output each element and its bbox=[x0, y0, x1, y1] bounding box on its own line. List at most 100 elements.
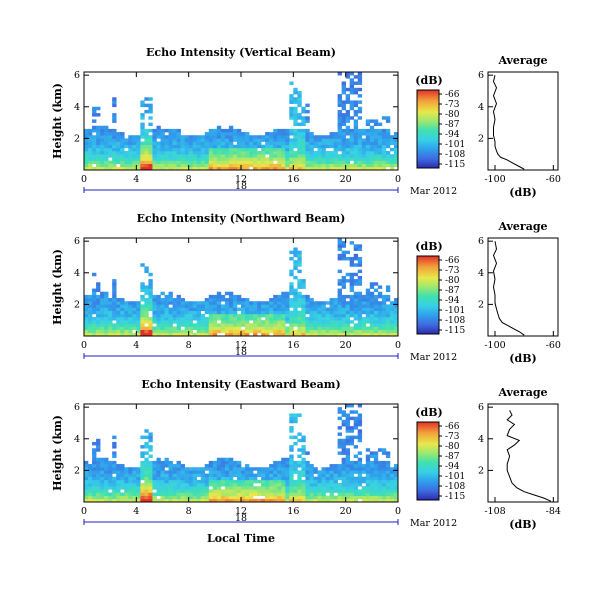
heatmap bbox=[84, 72, 399, 171]
date-day: 18 bbox=[235, 181, 247, 192]
echo-cell bbox=[245, 332, 250, 337]
echo-cell bbox=[293, 492, 298, 496]
echo-cell bbox=[228, 492, 234, 496]
echo-cell bbox=[212, 492, 218, 496]
echo-cell bbox=[309, 154, 314, 158]
echo-cell bbox=[232, 307, 238, 312]
echo-cell bbox=[349, 320, 355, 324]
echo-cell bbox=[140, 282, 145, 286]
echo-cell bbox=[297, 473, 302, 478]
echo-cell bbox=[373, 138, 379, 142]
echo-cell bbox=[164, 157, 169, 161]
echo-cell bbox=[228, 304, 234, 308]
echo-cell bbox=[188, 483, 193, 487]
echo-cell bbox=[144, 470, 149, 474]
echo-cell bbox=[253, 320, 258, 324]
echo-cell bbox=[297, 138, 302, 142]
echo-cell bbox=[164, 492, 169, 496]
echo-cell bbox=[285, 291, 290, 296]
echo-cell bbox=[148, 285, 153, 289]
echo-cell bbox=[208, 329, 214, 334]
echo-cell bbox=[349, 100, 355, 104]
echo-cell bbox=[100, 294, 105, 299]
echo-cell bbox=[281, 135, 286, 139]
echo-cell bbox=[393, 307, 399, 312]
echo-cell bbox=[156, 476, 161, 481]
echo-cell bbox=[305, 323, 310, 327]
echo-cell bbox=[269, 144, 274, 149]
echo-cell bbox=[265, 479, 270, 484]
echo-cell bbox=[337, 467, 342, 471]
echo-cell bbox=[341, 241, 346, 245]
echo-cell bbox=[365, 464, 371, 468]
echo-cell bbox=[196, 144, 202, 149]
echo-cell bbox=[236, 313, 242, 318]
echo-cell bbox=[140, 141, 145, 146]
echo-cell bbox=[241, 304, 246, 308]
echo-cell bbox=[333, 486, 338, 490]
echo-cell bbox=[357, 157, 363, 161]
echo-cell bbox=[301, 141, 306, 146]
echo-cell bbox=[345, 151, 350, 155]
echo-cell bbox=[277, 310, 282, 315]
echo-cell bbox=[297, 97, 302, 101]
echo-cell bbox=[132, 323, 137, 327]
echo-cell bbox=[269, 166, 274, 171]
echo-cell bbox=[345, 451, 350, 455]
echo-cell bbox=[200, 332, 206, 337]
echo-cell bbox=[289, 310, 294, 315]
echo-cell bbox=[148, 122, 153, 127]
echo-cell bbox=[365, 151, 371, 155]
echo-cell bbox=[168, 329, 173, 334]
echo-cell bbox=[353, 445, 359, 449]
echo-cell bbox=[136, 160, 141, 164]
echo-cell bbox=[337, 451, 342, 455]
echo-cell bbox=[136, 157, 141, 161]
echo-cell bbox=[228, 332, 234, 337]
echo-cell bbox=[228, 307, 234, 312]
echo-cell bbox=[285, 141, 290, 146]
echo-cell bbox=[297, 448, 302, 452]
echo-cell bbox=[345, 160, 350, 164]
echo-cell bbox=[321, 307, 326, 312]
echo-cell bbox=[265, 329, 270, 334]
echo-cell bbox=[381, 332, 387, 337]
echo-cell bbox=[200, 147, 206, 152]
echo-cell bbox=[329, 486, 334, 490]
echo-cell bbox=[88, 486, 93, 490]
echo-cell bbox=[192, 307, 198, 312]
echo-cell bbox=[353, 492, 359, 496]
echo-cell bbox=[92, 272, 97, 277]
echo-cell bbox=[329, 304, 334, 308]
echo-cell bbox=[144, 467, 149, 471]
echo-cell bbox=[293, 460, 298, 465]
echo-cell bbox=[293, 332, 298, 337]
echo-cell bbox=[377, 317, 383, 321]
echo-cell bbox=[305, 326, 310, 330]
echo-cell bbox=[88, 304, 93, 308]
echo-cell bbox=[361, 486, 367, 490]
echo-cell bbox=[112, 301, 117, 305]
echo-cell bbox=[261, 320, 266, 324]
echo-cell bbox=[373, 282, 379, 286]
echo-cell bbox=[140, 294, 145, 299]
echo-cell bbox=[220, 144, 226, 149]
echo-cell bbox=[345, 310, 350, 315]
echo-cell bbox=[373, 154, 379, 158]
echo-cell bbox=[293, 141, 298, 146]
echo-cell bbox=[253, 141, 258, 146]
echo-cell bbox=[241, 160, 246, 164]
echo-cell bbox=[92, 473, 97, 478]
echo-cell bbox=[160, 310, 165, 315]
echo-cell bbox=[289, 329, 294, 334]
echo-cell bbox=[236, 460, 242, 465]
echo-cell bbox=[84, 144, 89, 149]
echo-cell bbox=[305, 467, 310, 471]
x-tick-label: 8 bbox=[186, 506, 192, 517]
echo-cell bbox=[285, 467, 290, 471]
echo-cell bbox=[245, 498, 250, 503]
echo-cell bbox=[204, 301, 210, 305]
echo-cell bbox=[305, 479, 310, 484]
echo-cell bbox=[269, 307, 274, 312]
echo-cell bbox=[100, 138, 105, 142]
